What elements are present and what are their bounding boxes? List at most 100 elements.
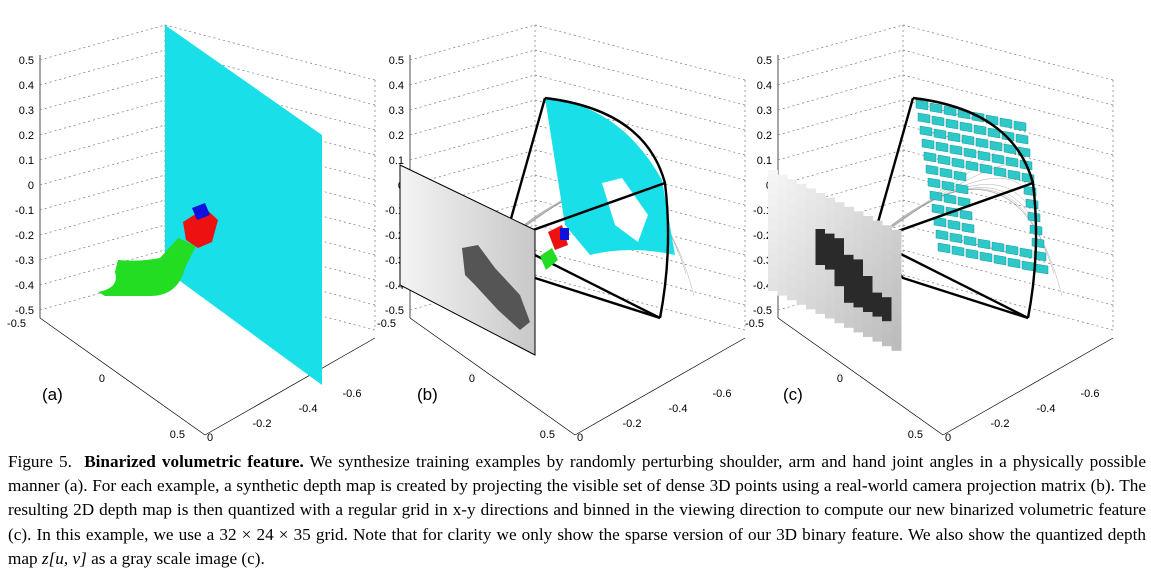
voxel <box>1015 133 1029 145</box>
depth-cell <box>815 241 826 254</box>
depth-cell <box>882 297 892 311</box>
y-tick-label: 0 <box>207 432 213 444</box>
grid-line <box>409 124 536 161</box>
depth-cell <box>796 183 807 197</box>
voxel <box>1007 169 1021 181</box>
grid-line <box>39 149 166 186</box>
voxel <box>1005 244 1019 256</box>
voxel <box>917 112 931 124</box>
voxel <box>941 180 955 192</box>
grid-line <box>39 249 166 286</box>
hand-shape <box>183 208 218 248</box>
depth-cell <box>768 242 778 255</box>
depth-cell <box>825 257 835 271</box>
voxel <box>991 241 1005 253</box>
voxel <box>991 153 1005 165</box>
grid-line <box>534 49 746 106</box>
depth-cell <box>853 295 864 309</box>
z-tick-label: -0.4 <box>385 280 404 292</box>
depth-cell <box>853 271 864 285</box>
depth-cell <box>863 252 873 265</box>
fingers-shape <box>192 203 210 220</box>
z-tick-label: -0.5 <box>15 305 34 317</box>
z-tick-label: -0.4 <box>753 280 772 292</box>
depth-cell <box>768 206 778 219</box>
fingers-small <box>560 228 569 240</box>
depth-cell <box>844 290 854 304</box>
voxel <box>929 102 943 114</box>
depth-cell <box>787 179 797 193</box>
depth-cell <box>863 288 873 301</box>
depth-cell <box>787 203 797 217</box>
depth-cell <box>787 191 797 205</box>
grid-line <box>409 24 536 61</box>
depth-cell <box>796 231 807 245</box>
depth-cell <box>853 319 864 333</box>
y-tick-label: 0 <box>577 432 583 444</box>
depth-cell <box>787 227 797 241</box>
depth-cell <box>844 218 854 232</box>
z-tick-label: 0.2 <box>389 130 404 142</box>
y-tick-label: -0.6 <box>713 388 732 400</box>
depth-cell <box>806 236 816 250</box>
depth-cell <box>891 241 902 255</box>
grid-line <box>777 99 904 136</box>
depth-cell <box>825 221 835 235</box>
grid-line <box>777 74 904 111</box>
voxel <box>959 209 973 221</box>
depth-cell <box>834 286 845 300</box>
arm-small <box>540 248 558 270</box>
voxel <box>1019 247 1033 259</box>
voxel <box>993 254 1007 266</box>
voxel <box>977 150 991 162</box>
depth-cell <box>891 289 902 303</box>
voxel <box>957 196 971 208</box>
grid-line <box>409 274 536 311</box>
voxel <box>943 105 957 117</box>
depth-cell <box>777 270 788 284</box>
depth-cell <box>891 277 902 291</box>
depth-cell <box>787 275 797 289</box>
voxel <box>935 229 949 241</box>
depth-cell <box>863 324 873 337</box>
grid-line <box>902 249 1114 306</box>
depth-cell <box>853 259 864 273</box>
depth-cell <box>882 249 892 263</box>
voxel <box>973 124 987 136</box>
depth-cell <box>882 285 892 299</box>
voxel <box>915 99 929 111</box>
depth-cell <box>815 301 826 314</box>
depth-cell <box>891 313 902 327</box>
x-axis-line <box>777 317 944 436</box>
voxel <box>1013 120 1027 132</box>
depth-cell <box>806 284 816 298</box>
depth-cell <box>796 255 807 269</box>
voxel <box>923 151 937 163</box>
depth-cell <box>768 278 778 291</box>
depth-cell <box>844 254 854 268</box>
grid-line <box>39 24 166 61</box>
voxel <box>937 154 951 166</box>
depth-cell <box>853 211 864 225</box>
depth-cell <box>806 212 816 226</box>
depth-cell <box>853 223 864 237</box>
depth-cell <box>768 194 778 207</box>
depth-cell <box>825 209 835 223</box>
grid-line <box>534 249 746 306</box>
depth-cell <box>872 268 883 282</box>
depth-cell <box>872 220 883 234</box>
caption-title: Binarized volumetric feature. <box>84 452 304 471</box>
x-tick-label: 0.5 <box>908 429 923 441</box>
depth-cell <box>834 226 845 240</box>
depth-cell <box>777 258 788 272</box>
depth-cell <box>768 218 778 231</box>
depth-cell <box>806 188 816 202</box>
voxel <box>953 170 967 182</box>
depth-cell <box>806 224 816 238</box>
wire-line <box>872 184 1031 241</box>
depth-cell <box>844 314 854 328</box>
voxel <box>979 163 993 175</box>
depth-cell <box>806 200 816 214</box>
depth-cell <box>844 302 854 316</box>
z-tick-label: -0.5 <box>753 305 772 317</box>
